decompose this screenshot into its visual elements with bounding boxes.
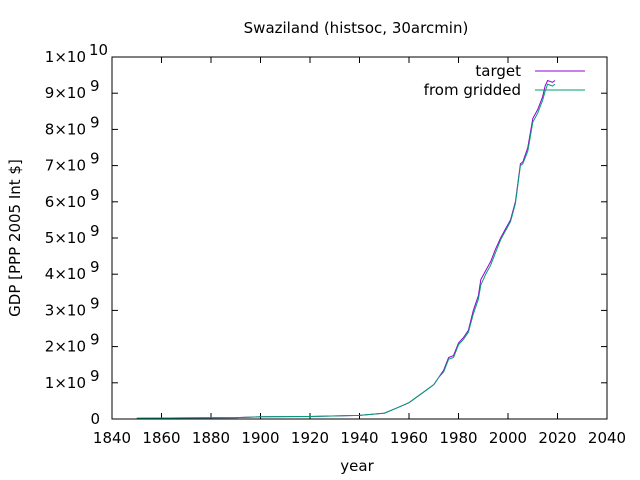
x-tick-label: 2000 [489,429,527,447]
series-line-from-gridded [136,83,556,419]
x-tick-label: 1960 [390,429,428,447]
y-tick-label: 1×10 [45,48,86,66]
y-tick-label: 8×10 [45,120,86,138]
x-tick-label: 1900 [241,429,279,447]
y-axis-ticks: 01×10 92×10 93×10 94×10 95×10 96×10 97×10 98×10… [45,41,607,428]
y-tick-exponent: 9 [90,186,100,204]
y-tick-exponent: 9 [90,294,100,312]
legend: target from gridded [424,62,585,99]
x-tick-label: 1980 [439,429,477,447]
x-axis-label: year [340,457,374,475]
chart-title: Swaziland (histsoc, 30arcmin) [244,19,469,37]
x-axis-ticks: 1840 1860 1880 1900 1920 1940 1960 1980 2000 2020… [93,57,626,447]
series-lines [136,79,556,419]
x-tick-label: 1940 [340,429,378,447]
x-tick-label: 2020 [538,429,576,447]
y-tick-exponent: 10 [89,41,108,59]
y-tick-exponent: 9 [90,150,100,168]
series-line-target [136,79,556,419]
y-tick-exponent: 9 [90,367,100,385]
y-tick-label: 9×10 [45,84,86,102]
x-tick-label: 1840 [93,429,131,447]
y-tick-exponent: 9 [90,113,100,131]
y-tick-exponent: 9 [90,258,100,276]
y-tick-label: 1×10 [45,374,86,392]
y-tick-label: 6×10 [45,193,86,211]
x-tick-label: 1920 [291,429,329,447]
y-tick-exponent: 9 [90,222,100,240]
y-tick-label: 2×10 [45,338,86,356]
y-tick-exponent: 9 [90,77,100,95]
y-tick-label: 5×10 [45,229,86,247]
x-tick-label: 1880 [192,429,230,447]
y-tick-label: 0 [90,410,100,428]
x-tick-label: 1860 [142,429,180,447]
legend-label-from-gridded: from gridded [424,81,521,99]
y-tick-label: 4×10 [45,265,86,283]
y-tick-exponent: 9 [90,331,100,349]
legend-label-target: target [475,62,521,80]
y-tick-label: 3×10 [45,301,86,319]
y-axis-label: GDP [PPP 2005 Int $] [6,159,24,317]
y-tick-label: 7×10 [45,157,86,175]
plot-frame [111,56,608,420]
x-tick-label: 2040 [588,429,626,447]
